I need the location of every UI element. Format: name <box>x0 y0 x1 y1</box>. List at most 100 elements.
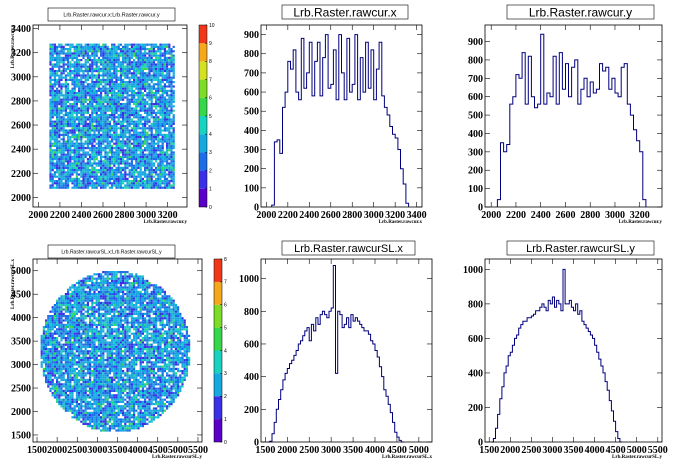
heatmap-cell <box>93 389 96 392</box>
heatmap-cell <box>82 175 85 178</box>
heatmap-cell <box>97 323 100 326</box>
heatmap-cell <box>47 328 50 331</box>
heatmap-cell <box>60 118 63 121</box>
heatmap-cell <box>73 400 76 403</box>
heatmap-cell <box>89 169 92 172</box>
heatmap-cell <box>82 149 85 152</box>
heatmap-cell <box>159 160 162 163</box>
heatmap-cell <box>86 312 89 315</box>
heatmap-cell <box>49 378 52 381</box>
heatmap-cell <box>172 96 175 99</box>
heatmap-cell <box>139 164 142 167</box>
heatmap-cell <box>78 118 81 121</box>
heatmap-cell <box>84 70 87 73</box>
heatmap-cell <box>93 144 96 147</box>
heatmap-cell <box>64 166 67 169</box>
heatmap-cell <box>62 96 65 99</box>
heatmap-cell <box>133 127 136 130</box>
heatmap-cell <box>71 125 74 128</box>
heatmap-cell <box>133 103 136 106</box>
heatmap-cell <box>86 370 89 373</box>
heatmap-cell <box>69 343 72 346</box>
heatmap-cell <box>86 74 89 77</box>
heatmap-cell <box>122 173 125 176</box>
heatmap-cell <box>102 45 105 48</box>
heatmap-cell <box>82 420 85 423</box>
heatmap-cell <box>42 339 45 342</box>
heatmap-cell <box>89 385 92 388</box>
heatmap-cell <box>78 94 81 97</box>
heatmap-cell <box>115 131 118 134</box>
heatmap-cell <box>95 125 98 128</box>
heatmap-cell <box>148 96 151 99</box>
heatmap-cell <box>124 81 127 84</box>
heatmap-cell <box>51 45 54 48</box>
heatmap-cell <box>89 381 92 384</box>
heatmap-cell <box>73 131 76 134</box>
heatmap-cell <box>78 354 81 357</box>
heatmap-cell <box>58 310 61 313</box>
heatmap-cell <box>53 142 56 145</box>
heatmap-cell <box>93 177 96 180</box>
heatmap-cell <box>104 312 107 315</box>
heatmap-cell <box>64 332 67 335</box>
heatmap-cell <box>75 304 78 307</box>
heatmap-cell <box>62 151 65 154</box>
heatmap-cell <box>91 59 94 62</box>
heatmap-cell <box>133 92 136 95</box>
heatmap-cell <box>170 92 173 95</box>
heatmap-cell <box>56 144 59 147</box>
heatmap-cell <box>108 107 111 110</box>
heatmap-cell <box>47 365 50 368</box>
heatmap-cell <box>170 169 173 172</box>
heatmap-cell <box>67 321 70 324</box>
heatmap-cell <box>78 337 81 340</box>
heatmap-cell <box>168 52 171 55</box>
heatmap-cell <box>102 175 105 178</box>
heatmap-cell <box>157 149 160 152</box>
heatmap-cell <box>53 52 56 55</box>
heatmap-cell <box>159 83 162 86</box>
heatmap-cell <box>115 173 118 176</box>
heatmap-cell <box>84 120 87 123</box>
heatmap-cell <box>115 147 118 150</box>
heatmap-cell <box>84 162 87 165</box>
heatmap-cell <box>146 43 149 46</box>
heatmap-cell <box>133 136 136 139</box>
heatmap-cell <box>62 169 65 172</box>
heatmap-cell <box>75 389 78 392</box>
heatmap-cell <box>73 162 76 165</box>
heatmap-cell <box>159 140 162 143</box>
heatmap-cell <box>97 343 100 346</box>
heatmap-cell <box>161 175 164 178</box>
heatmap-cell <box>91 277 94 280</box>
heatmap-cell <box>86 92 89 95</box>
heatmap-cell <box>95 416 98 419</box>
heatmap-cell <box>155 133 158 136</box>
heatmap-cell <box>128 133 131 136</box>
heatmap-cell <box>146 164 149 167</box>
heatmap-cell <box>51 103 54 106</box>
heatmap-cell <box>159 151 162 154</box>
heatmap-cell <box>166 127 169 130</box>
heatmap-cell <box>69 321 72 324</box>
heatmap-cell <box>84 175 87 178</box>
heatmap-cell <box>62 166 65 169</box>
heatmap-cell <box>75 288 78 291</box>
heatmap-cell <box>104 306 107 309</box>
heatmap-cell <box>126 100 129 103</box>
heatmap-cell <box>80 293 83 296</box>
heatmap-cell <box>64 98 67 101</box>
heatmap-cell <box>91 92 94 95</box>
heatmap-cell <box>102 356 105 359</box>
heatmap-cell <box>122 45 125 48</box>
heatmap-cell <box>78 100 81 103</box>
heatmap-cell <box>97 363 100 366</box>
heatmap-cell <box>89 175 92 178</box>
heatmap-cell <box>104 153 107 156</box>
heatmap-cell <box>141 54 144 57</box>
heatmap-cell <box>95 273 98 276</box>
heatmap-cell <box>89 400 92 403</box>
heatmap-cell <box>64 160 67 163</box>
heatmap-cell <box>80 350 83 353</box>
